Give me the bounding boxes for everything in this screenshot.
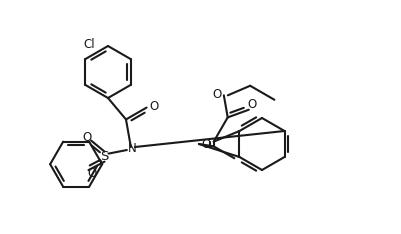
Text: O: O xyxy=(247,98,256,111)
Text: O: O xyxy=(201,138,210,150)
Text: O: O xyxy=(87,167,97,180)
Text: N: N xyxy=(127,142,136,154)
Text: O: O xyxy=(149,100,158,113)
Text: O: O xyxy=(82,131,91,144)
Text: Cl: Cl xyxy=(83,39,95,51)
Text: O: O xyxy=(212,88,221,101)
Text: S: S xyxy=(100,150,108,163)
